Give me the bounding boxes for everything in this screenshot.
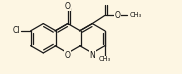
Text: O: O — [65, 50, 71, 59]
Text: Cl: Cl — [12, 26, 20, 35]
Text: CH₃: CH₃ — [130, 13, 142, 18]
Text: CH₃: CH₃ — [99, 56, 111, 62]
Text: N: N — [89, 50, 95, 59]
Text: O: O — [65, 2, 71, 11]
Text: O: O — [114, 11, 120, 20]
